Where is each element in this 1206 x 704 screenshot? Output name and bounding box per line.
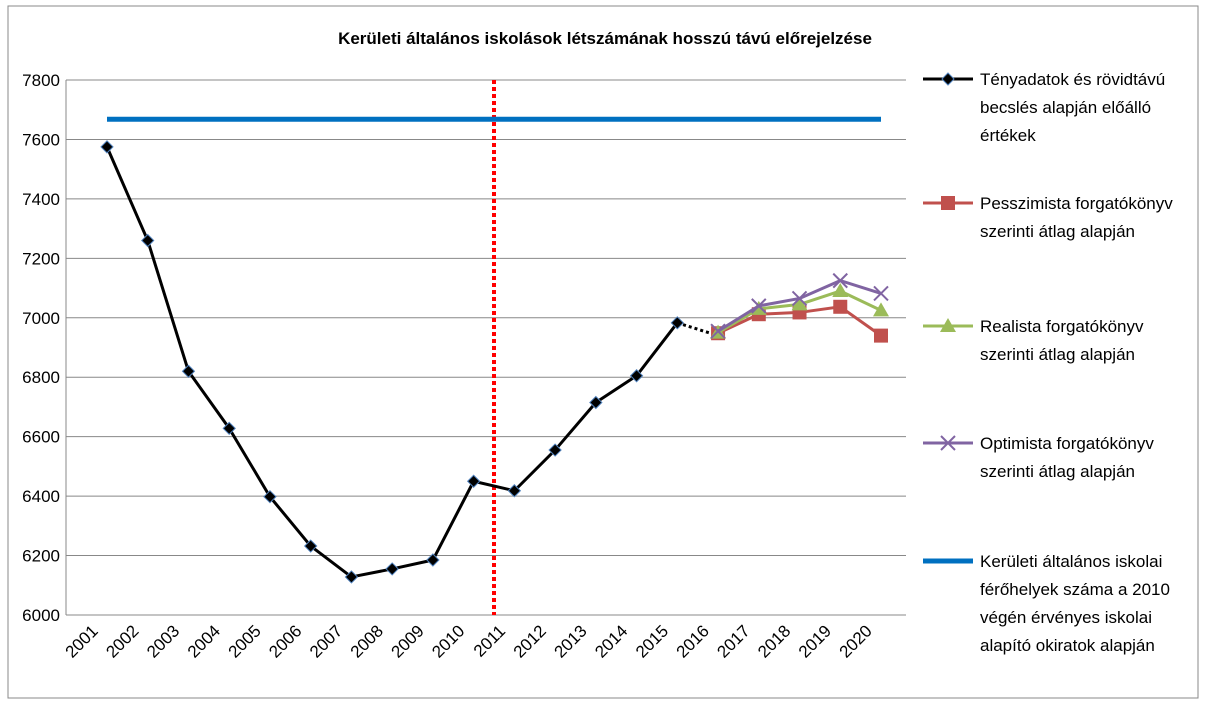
x-tick-label: 2018	[754, 621, 794, 661]
x-tick-label: 2016	[673, 621, 713, 661]
x-tick-label: 2008	[347, 621, 387, 661]
point	[832, 283, 849, 298]
y-tick-label: 7400	[22, 190, 60, 209]
point	[303, 539, 318, 553]
point	[344, 570, 359, 584]
point	[385, 562, 399, 576]
x-tick-label: 2006	[265, 621, 305, 661]
x-tick-label: 2007	[306, 621, 346, 661]
point	[222, 421, 236, 436]
x-tick-label: 2017	[713, 621, 753, 661]
point	[507, 484, 522, 498]
point	[941, 72, 955, 86]
point	[941, 196, 955, 210]
x-tick-label: 2019	[795, 621, 835, 661]
x-tick-label: 2012	[510, 621, 550, 661]
x-tick-label: 2004	[184, 621, 224, 661]
point	[940, 318, 956, 332]
y-tick-label: 7000	[22, 309, 60, 328]
point	[548, 443, 562, 457]
y-tick-label: 6400	[22, 487, 60, 506]
x-tick-label: 2020	[836, 621, 876, 661]
legend-label: Kerületi általános iskolai férőhelyek sz…	[980, 552, 1170, 655]
point	[750, 300, 767, 315]
point	[791, 290, 808, 307]
point	[100, 140, 114, 154]
x-tick-label: 2002	[102, 621, 142, 661]
point	[466, 474, 481, 488]
point	[670, 316, 685, 330]
y-tick-label: 6800	[22, 368, 60, 387]
y-tick-label: 7800	[22, 71, 60, 90]
point	[181, 364, 196, 378]
x-tick-label: 2001	[62, 621, 102, 661]
x-tick-label: 2005	[225, 621, 265, 661]
point	[629, 369, 644, 383]
x-tick-label: 2015	[632, 621, 672, 661]
point	[141, 233, 155, 248]
point	[751, 298, 767, 314]
x-tick-label: 2013	[550, 621, 590, 661]
y-tick-label: 6000	[22, 606, 60, 625]
series-line	[105, 146, 679, 579]
point	[589, 395, 603, 410]
chart-title: Kerületi általános iskolások létszámának…	[338, 29, 872, 48]
x-tick-label: 2014	[591, 621, 631, 661]
point	[874, 328, 888, 343]
x-tick-label: 2003	[143, 621, 183, 661]
point	[873, 302, 889, 317]
x-tick-label: 2010	[428, 621, 468, 661]
chart-border	[7, 5, 1199, 699]
y-tick-label: 7200	[22, 249, 60, 268]
point	[940, 435, 956, 451]
legend-label: Tényadatok és rövidtávú becslés alapján …	[980, 70, 1166, 145]
x-tick-label: 2009	[388, 621, 428, 661]
y-tick-label: 6600	[22, 428, 60, 447]
legend-label: Pesszimista forgatókönyv szerinti átlag …	[980, 194, 1173, 241]
point	[710, 323, 726, 339]
legend-label: Optimista forgatókönyv szerinti átlag al…	[980, 434, 1154, 481]
point	[832, 272, 848, 289]
y-tick-label: 6200	[22, 547, 60, 566]
legend-label: Realista forgatókönyv szerinti átlag ala…	[980, 317, 1144, 364]
point	[426, 553, 440, 567]
point	[873, 285, 889, 302]
point	[263, 489, 277, 504]
point	[833, 299, 848, 314]
series-line-dashed	[676, 321, 719, 338]
point	[791, 296, 808, 311]
y-tick-label: 7600	[22, 130, 60, 149]
x-tick-label: 2011	[470, 621, 509, 660]
